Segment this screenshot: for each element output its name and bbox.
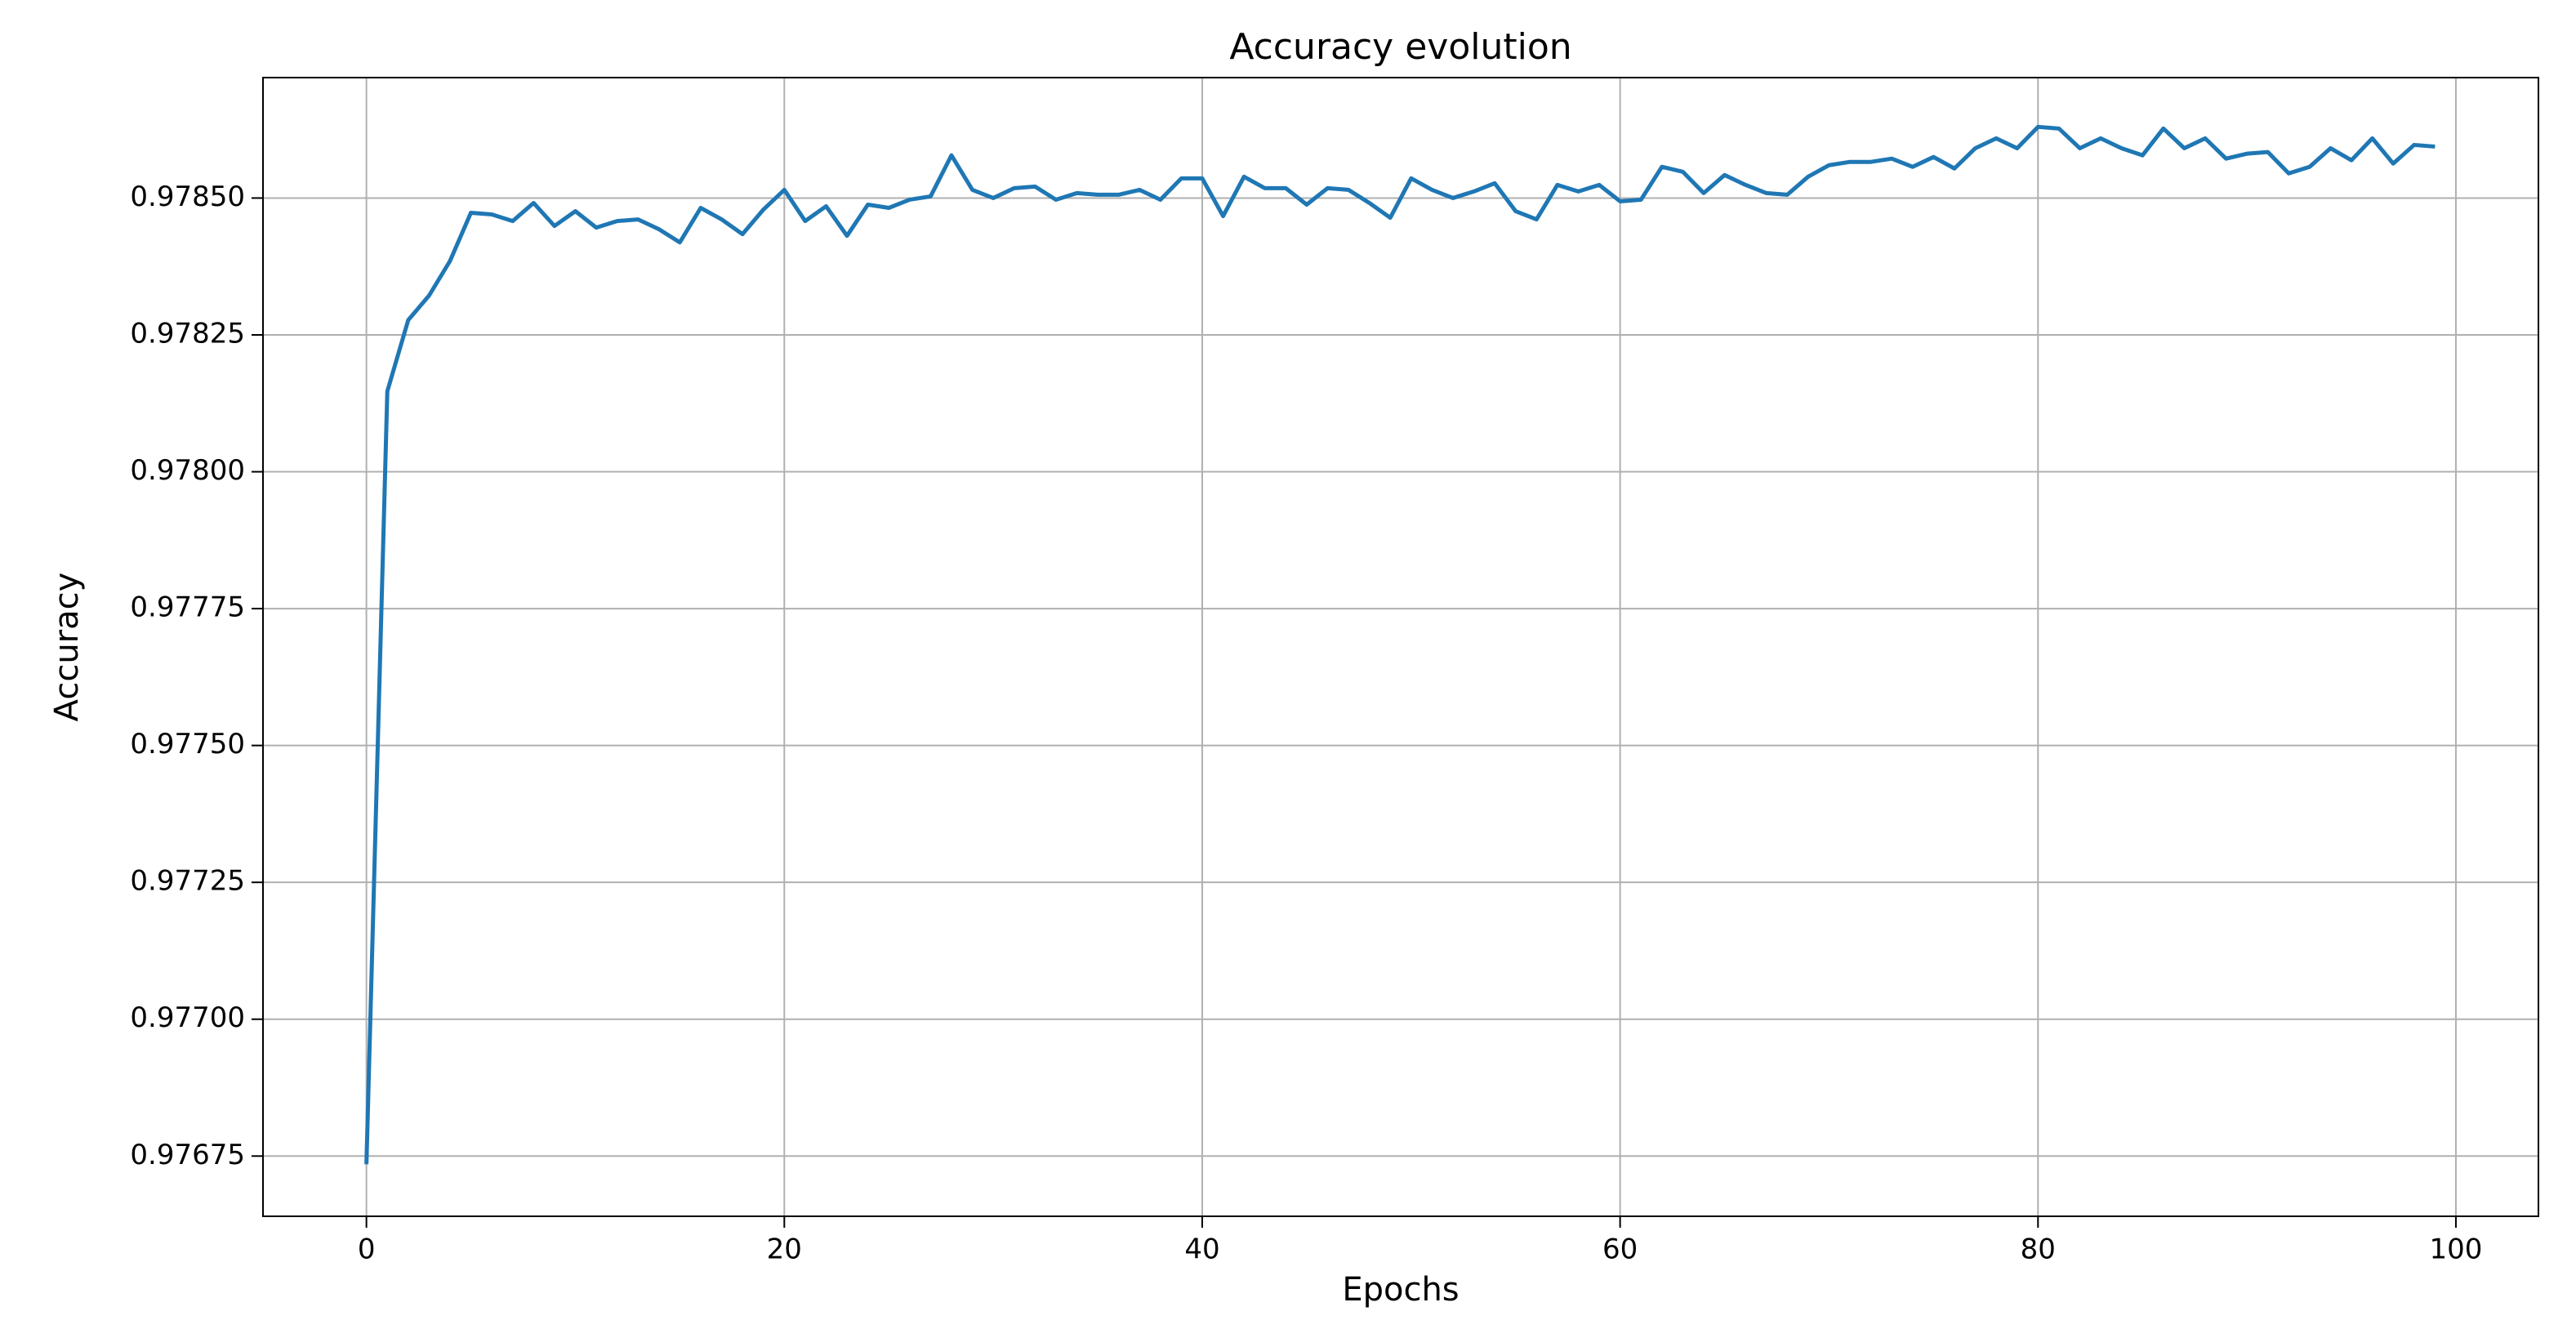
y-axis-label: Accuracy [48,573,86,722]
x-axis-label: Epochs [1342,1271,1459,1309]
y-tick-label: 0.97675 [130,1139,245,1171]
x-tick-label: 80 [2021,1233,2056,1266]
chart-title: Accuracy evolution [1229,26,1571,68]
y-tick-label: 0.97725 [130,865,245,898]
y-tick-label: 0.97825 [130,317,245,350]
data-line [364,124,2436,1165]
y-tick-label: 0.97800 [130,454,245,487]
x-tick-label: 20 [767,1233,802,1266]
x-tick-label: 0 [358,1233,376,1266]
x-tick-label: 100 [2429,1233,2482,1266]
plot-frame [262,77,2539,1217]
x-tick-label: 60 [1602,1233,1638,1266]
y-tick-label: 0.97750 [130,728,245,760]
y-tick-label: 0.97700 [130,1001,245,1034]
y-tick-label: 0.97775 [130,591,245,624]
y-tick-label: 0.97850 [130,181,245,213]
x-tick-label: 40 [1184,1233,1219,1266]
